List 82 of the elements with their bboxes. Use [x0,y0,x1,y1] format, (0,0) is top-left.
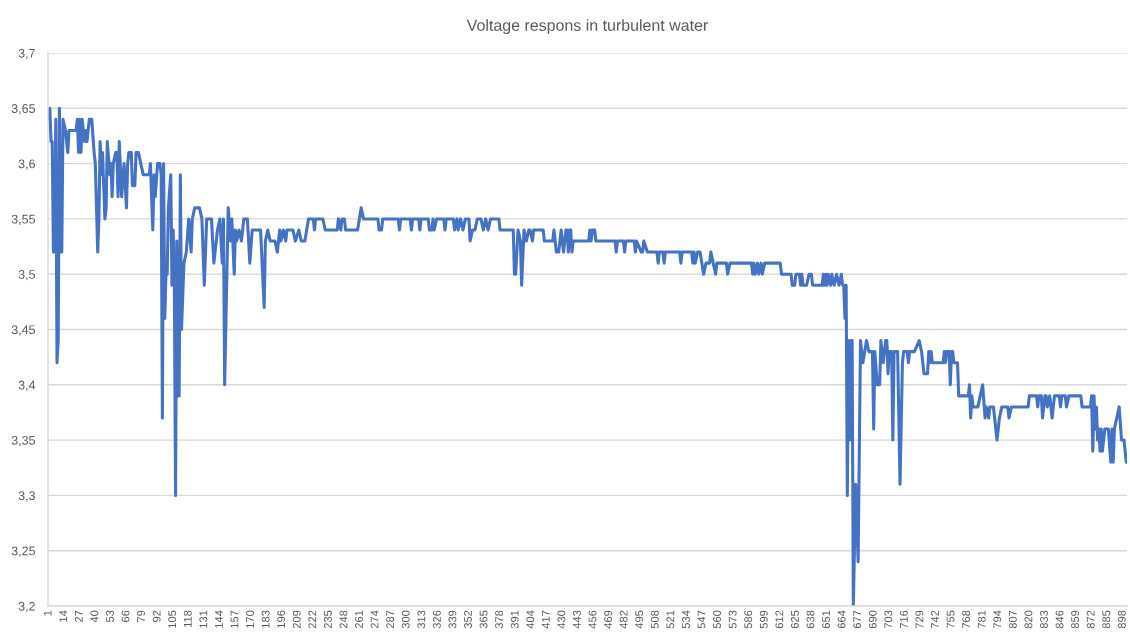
x-tick-label: 781 [977,610,986,629]
x-tick-label: 1 [43,610,52,616]
y-tick-label: 3,35 [11,435,35,447]
x-tick-label: 469 [604,610,613,629]
x-tick-label: 846 [1055,610,1064,629]
x-tick-label: 534 [681,610,690,629]
x-tick-label: 53 [106,610,114,623]
x-tick-label: 443 [573,610,581,629]
x-tick-label: 807 [1008,610,1017,629]
x-tick-label: 105 [168,610,177,628]
x-tick-label: 638 [806,610,815,629]
y-tick-label: 3,55 [11,214,35,226]
x-tick-label: 755 [946,610,955,629]
x-tick-label: 326 [432,610,441,629]
x-tick-label: 586 [744,610,753,629]
x-tick-label: 417 [542,610,550,629]
x-tick-label: 430 [557,610,566,629]
x-tick-label: 287 [386,610,395,629]
x-tick-label: 274 [370,610,379,629]
x-tick-label: 118 [183,610,192,628]
y-tick-label: 3,45 [11,325,35,336]
x-tick-label: 248 [339,610,348,629]
x-tick-label: 365 [479,610,488,629]
x-tick-label: 664 [837,610,846,629]
x-tick-label: 144 [215,610,223,628]
x-tick-label: 716 [899,610,908,629]
x-tick-label: 820 [1024,610,1033,629]
x-tick-label: 300 [401,610,410,629]
y-tick-label: 3,2 [18,601,35,613]
x-tick-label: 703 [884,610,893,629]
x-tick-label: 690 [868,610,877,629]
x-tick-label: 885 [1102,610,1111,629]
x-tick-label: 560 [713,610,721,629]
x-tick-label: 209 [292,610,301,629]
x-tick-label: 612 [775,610,784,629]
x-tick-label: 729 [915,610,924,629]
x-tick-label: 508 [650,610,659,629]
y-tick-label: 3,5 [18,270,35,281]
x-tick-label: 833 [1040,610,1048,629]
x-tick-label: 339 [448,610,457,629]
x-tick-label: 196 [277,610,286,628]
x-tick-label: 14 [59,610,68,622]
x-tick-label: 222 [308,610,317,629]
x-tick-label: 599 [759,610,768,629]
x-tick-label: 651 [822,610,830,629]
x-tick-label: 391 [510,610,519,629]
x-tick-label: 92 [152,610,161,622]
x-tick-label: 378 [495,610,504,629]
x-tick-label: 157 [230,610,239,628]
x-tick-label: 66 [121,610,130,622]
y-tick-label: 3,25 [11,546,35,557]
x-tick-label: 235 [323,610,332,629]
x-tick-label: 170 [246,610,254,628]
y-tick-label: 3,6 [18,159,35,170]
x-tick-label: 261 [355,610,363,629]
x-tick-label: 27 [74,610,83,622]
x-tick-label: 794 [993,610,1002,629]
x-tick-label: 183 [261,610,270,628]
x-tick-label: 898 [1117,610,1126,629]
x-tick-label: 482 [619,610,628,629]
x-tick-label: 872 [1086,610,1095,629]
x-tick-label: 40 [90,610,99,623]
x-tick-label: 404 [526,610,535,629]
x-tick-label: 521 [666,610,675,629]
y-tick-label: 3,3 [18,491,35,502]
x-tick-label: 768 [962,610,971,629]
y-tick-label: 3,65 [11,104,35,115]
x-tick-label: 573 [728,610,737,629]
x-tick-label: 625 [790,610,799,629]
x-tick-label: 742 [931,610,939,629]
y-tick-label: 3,4 [18,380,36,391]
chart-title: Voltage respons in turbulent water [466,19,708,35]
x-tick-label: 677 [853,610,862,629]
y-tick-label: 3,7 [18,48,35,60]
x-tick-label: 456 [588,610,597,629]
x-tick-label: 495 [635,610,644,629]
x-tick-label: 131 [199,610,208,628]
x-tick-label: 79 [137,610,146,622]
x-tick-label: 352 [464,610,472,629]
x-tick-label: 547 [697,610,706,629]
x-tick-label: 313 [417,610,426,629]
x-tick-label: 859 [1071,610,1080,629]
